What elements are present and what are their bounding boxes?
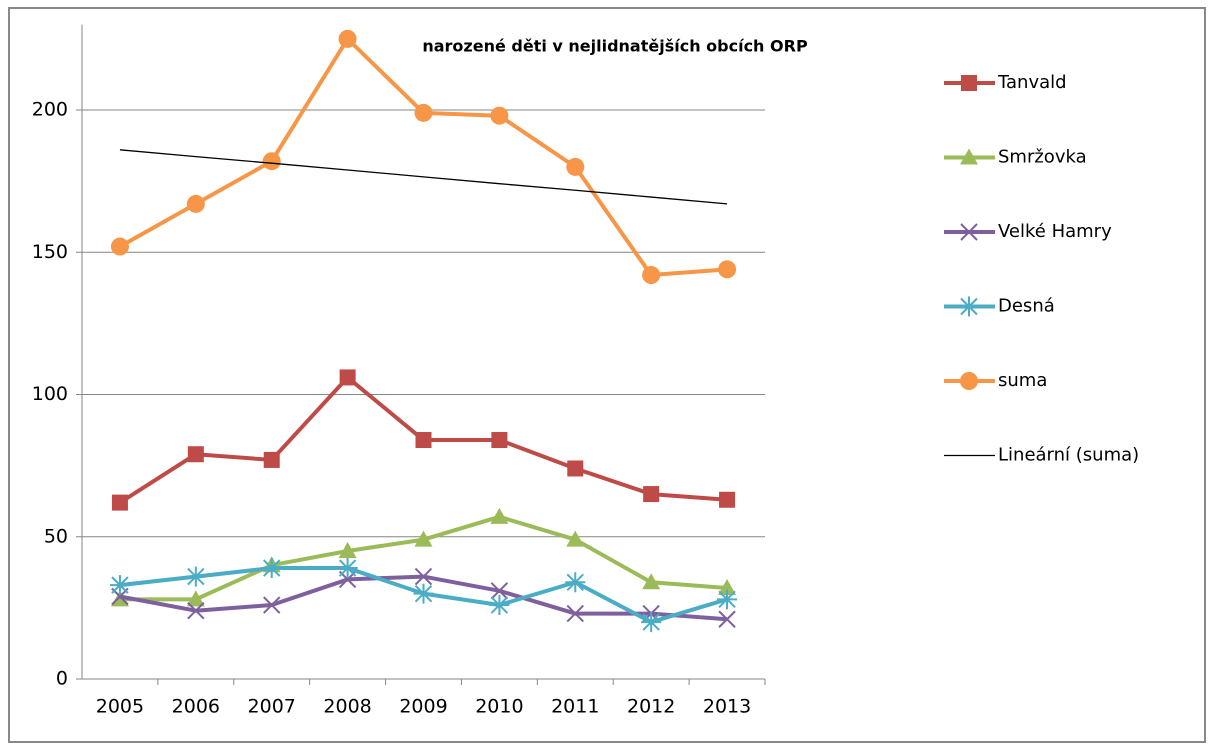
data-point: [567, 460, 584, 477]
legend-marker: [960, 148, 978, 165]
trend-line: [119, 149, 728, 205]
x-tick-label: 2011: [551, 696, 599, 718]
legend-label: Desná: [998, 296, 1055, 317]
data-point: [263, 451, 280, 468]
data-point: [187, 602, 205, 620]
y-tick-label: 50: [44, 525, 68, 547]
data-point: [261, 558, 282, 579]
data-point: [263, 596, 281, 614]
data-point: [566, 157, 585, 176]
data-point: [187, 446, 204, 463]
x-tick-label: 2007: [248, 696, 296, 718]
x-tick-label: 2006: [172, 696, 220, 718]
chart-frame: [8, 7, 1206, 743]
legend-label: suma: [998, 370, 1047, 391]
legend-marker: [960, 372, 978, 390]
data-point: [718, 260, 737, 279]
legend-label: Lineární (suma): [998, 445, 1139, 466]
data-point: [414, 567, 433, 586]
data-point: [565, 572, 586, 593]
data-point: [339, 369, 356, 386]
data-point: [490, 507, 509, 524]
data-point: [414, 103, 433, 122]
data-point: [718, 610, 736, 628]
y-tick-label: 0: [56, 668, 68, 690]
legend-marker: [961, 75, 977, 91]
data-point: [413, 583, 434, 604]
data-point: [111, 494, 128, 511]
data-point: [491, 432, 508, 449]
chart-title: narozené děti v nejlidnatějších obcích O…: [422, 37, 808, 56]
data-point: [415, 432, 432, 449]
data-point: [414, 530, 433, 547]
y-tick-label: 200: [32, 99, 68, 121]
y-tick-label: 100: [32, 383, 68, 405]
legend-marker: [959, 296, 979, 317]
data-point: [338, 29, 357, 48]
y-tick-label: 150: [32, 241, 68, 263]
data-point: [338, 541, 357, 558]
data-point: [566, 530, 585, 547]
data-point: [110, 237, 129, 256]
series-line: [118, 36, 728, 278]
data-point: [262, 152, 281, 171]
data-point: [718, 578, 737, 595]
data-point: [490, 106, 509, 125]
x-tick-label: 2008: [323, 696, 371, 718]
data-point: [566, 604, 584, 623]
legend-marker: [960, 223, 978, 241]
data-point: [490, 582, 509, 600]
legend-label: Smržovka: [998, 147, 1087, 168]
data-point: [642, 266, 661, 285]
legend-label: Tanvald: [997, 72, 1067, 93]
x-tick-label: 2005: [96, 696, 144, 718]
data-point: [186, 194, 205, 213]
data-point: [489, 595, 510, 616]
x-tick-label: 2012: [627, 696, 675, 718]
data-point: [109, 575, 130, 596]
legend-label: Velké Hamry: [998, 221, 1112, 242]
data-point: [719, 491, 736, 508]
data-point: [186, 590, 205, 607]
data-point: [643, 486, 660, 503]
data-point: [717, 589, 738, 610]
data-point: [641, 612, 662, 633]
data-point: [337, 558, 358, 579]
x-tick-label: 2010: [475, 696, 523, 718]
x-tick-label: 2009: [399, 696, 447, 718]
data-point: [642, 573, 661, 590]
x-tick-label: 2013: [703, 696, 751, 718]
data-point: [185, 566, 206, 587]
